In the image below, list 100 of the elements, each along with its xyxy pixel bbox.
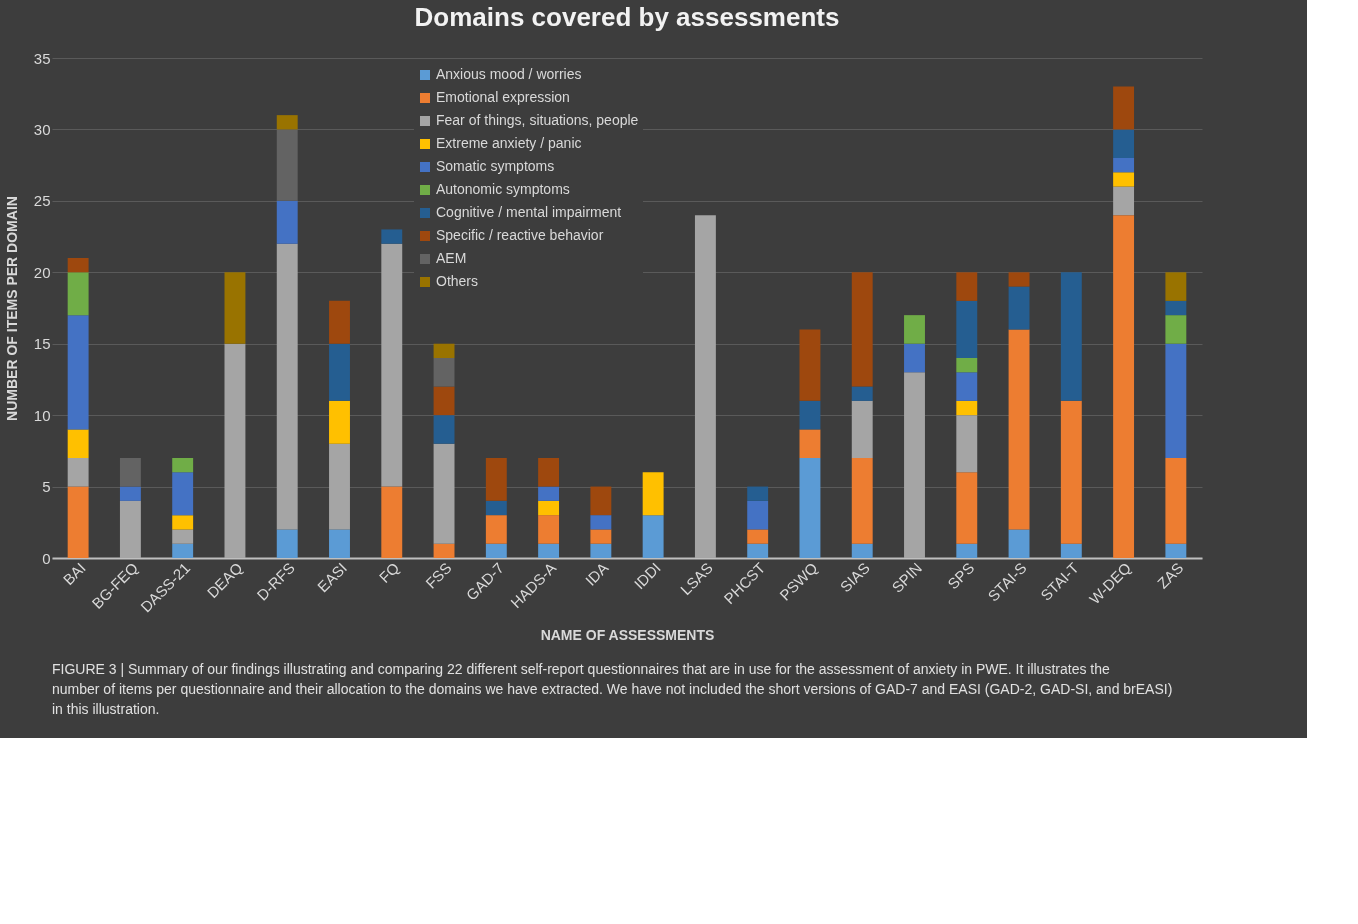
y-axis-title: NUMBER OF ITEMS PER DOMAIN [3, 196, 20, 421]
y-tick-label: 15 [33, 335, 51, 353]
bar [956, 372, 978, 401]
bar [851, 386, 873, 401]
bar [276, 243, 298, 530]
bar [851, 458, 873, 544]
bar [172, 472, 194, 516]
bar [381, 243, 403, 487]
bar [851, 272, 873, 387]
bar [590, 486, 612, 516]
bar [590, 529, 612, 544]
bar [747, 543, 769, 558]
bar [1008, 286, 1030, 330]
bar [381, 486, 403, 558]
bar [1008, 329, 1030, 530]
x-tick-label: BAI [59, 559, 89, 589]
bar [433, 358, 455, 387]
bar [433, 543, 455, 558]
y-tick-label: 35 [33, 49, 51, 67]
bar [1060, 272, 1082, 401]
bar [433, 386, 455, 416]
bar [1165, 543, 1187, 558]
chart-title: Domains covered by assessments [414, 2, 840, 32]
bar [172, 515, 194, 530]
bar [590, 543, 612, 558]
legend-label: Extreme anxiety / panic [436, 135, 582, 151]
bar [1113, 129, 1135, 158]
x-tick-label: FQ [375, 559, 403, 586]
bar [172, 543, 194, 558]
bar [1113, 215, 1135, 558]
bar [538, 515, 560, 544]
legend-label: Autonomic symptoms [436, 181, 570, 197]
x-axis-title: NAME OF ASSESSMENTS [540, 627, 715, 644]
bar [1060, 400, 1082, 544]
bar [851, 543, 873, 558]
bar [956, 543, 978, 558]
legend-label: Specific / reactive behavior [436, 227, 604, 243]
bar [642, 515, 664, 558]
bar [119, 486, 141, 501]
bar [224, 272, 246, 344]
bar [433, 415, 455, 444]
legend-label: Anxious mood / worries [436, 66, 582, 82]
bar [538, 543, 560, 558]
bar [1113, 158, 1135, 173]
bar [799, 400, 821, 430]
bar [956, 472, 978, 544]
bar [119, 500, 141, 558]
bar [956, 415, 978, 473]
bar [799, 429, 821, 458]
bar [67, 486, 89, 558]
bar [381, 229, 403, 244]
bar [956, 272, 978, 301]
bar [1060, 543, 1082, 558]
bar [1165, 315, 1187, 344]
bar [956, 300, 978, 358]
bar [1165, 343, 1187, 458]
legend-label: Cognitive / mental impairment [436, 204, 622, 220]
bar [1008, 272, 1030, 287]
bar [329, 343, 350, 401]
bar [329, 300, 350, 344]
bar [799, 329, 821, 401]
legend-label: Emotional expression [436, 89, 570, 105]
bar [329, 400, 350, 444]
bar [956, 358, 978, 373]
y-tick-label: 25 [33, 192, 51, 210]
bar [1113, 186, 1135, 216]
bar [747, 486, 769, 501]
bar [119, 458, 141, 487]
bar [172, 458, 194, 473]
bar [329, 443, 350, 530]
bar [276, 200, 298, 244]
y-tick-label: 0 [42, 549, 51, 567]
y-tick-label: 10 [33, 406, 51, 424]
bar [956, 400, 978, 416]
legend-label: Others [436, 273, 479, 289]
legend-label: AEM [436, 250, 467, 266]
bar [67, 258, 89, 273]
caption: FIGURE 3 | Summary of our findings illustrating and comparing 22 different self-report questionnaires that are in use for the assessment of anxiety in PWE. It illustrates the number of items per questionnaire and their allocation to the domains we have extracted. We have not included the short versions of GAD-7 and EASI (GAD-2, GAD-SI, and brEASI) in this illustration. [52, 661, 1173, 717]
bar [642, 472, 664, 516]
bar [538, 486, 560, 501]
x-tick-label: IDA [581, 559, 612, 589]
bar [433, 443, 455, 544]
bar [172, 529, 194, 544]
bar [1008, 529, 1030, 558]
y-tick-label: 30 [33, 120, 51, 138]
bar [67, 458, 89, 487]
bar [904, 372, 925, 558]
bar [904, 343, 925, 373]
bar [1165, 300, 1187, 316]
bar [1113, 172, 1135, 187]
bar [224, 343, 246, 558]
bar [590, 515, 612, 530]
bar [1113, 86, 1135, 130]
legend-label: Fear of things, situations, people [436, 112, 639, 128]
bar [67, 315, 89, 430]
bar [329, 529, 350, 558]
bar [694, 215, 716, 558]
legend-label: Somatic symptoms [436, 158, 555, 174]
bar [276, 529, 298, 558]
y-tick-label: 5 [42, 478, 51, 496]
